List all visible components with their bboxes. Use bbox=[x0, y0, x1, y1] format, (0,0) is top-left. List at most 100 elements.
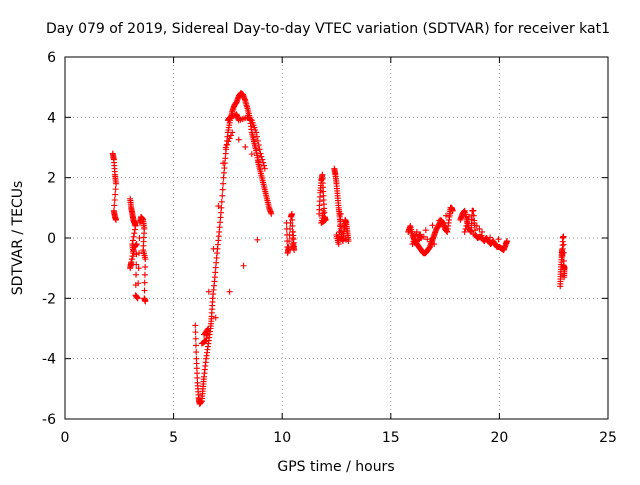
x-axis-label: GPS time / hours bbox=[277, 459, 394, 475]
data-point-marker bbox=[427, 238, 434, 245]
data-point-marker bbox=[285, 244, 292, 251]
data-point-marker bbox=[259, 156, 266, 163]
y-axis-label: SDTVAR / TECUs bbox=[10, 181, 26, 296]
data-point-marker bbox=[476, 225, 483, 232]
data-point-marker bbox=[336, 228, 343, 235]
chart-title: Day 079 of 2019, Sidereal Day-to-day VTE… bbox=[46, 21, 610, 37]
data-point-marker bbox=[136, 235, 143, 241]
data-point-marker bbox=[141, 287, 148, 294]
data-point-marker bbox=[336, 222, 343, 229]
data-point-marker bbox=[464, 219, 471, 226]
grid-lines bbox=[65, 57, 608, 419]
data-point-marker bbox=[210, 245, 217, 252]
data-point-marker bbox=[560, 249, 567, 256]
data-point-marker bbox=[463, 222, 470, 229]
data-point-marker bbox=[465, 213, 472, 220]
data-point-marker bbox=[471, 219, 478, 226]
data-point-marker bbox=[290, 228, 297, 235]
data-point-marker bbox=[226, 288, 233, 295]
data-point-marker bbox=[128, 256, 135, 263]
data-point-marker bbox=[133, 251, 140, 258]
data-point-marker bbox=[289, 222, 296, 229]
data-point-marker bbox=[487, 234, 494, 241]
data-point-marker bbox=[449, 207, 456, 214]
data-point-marker bbox=[112, 186, 119, 193]
data-point-marker bbox=[202, 338, 209, 345]
data-point-marker bbox=[111, 196, 118, 203]
y-tick-label: 2 bbox=[47, 171, 56, 187]
data-point-marker bbox=[193, 349, 200, 356]
data-point-marker bbox=[287, 219, 294, 226]
data-point-marker bbox=[240, 262, 247, 269]
data-point-marker bbox=[461, 228, 468, 235]
data-point-marker bbox=[337, 216, 344, 223]
data-point-marker bbox=[258, 153, 265, 160]
data-point-marker bbox=[560, 233, 567, 240]
data-point-marker bbox=[413, 228, 420, 235]
data-point-marker bbox=[219, 192, 226, 199]
data-point-marker bbox=[429, 222, 436, 229]
data-point-marker bbox=[142, 263, 149, 270]
data-point-marker bbox=[192, 335, 199, 342]
data-point-marker bbox=[113, 216, 120, 223]
data-point-marker bbox=[247, 116, 254, 123]
data-point-marker bbox=[205, 288, 212, 295]
data-point-marker bbox=[248, 151, 255, 158]
data-point-marker bbox=[218, 204, 225, 211]
x-tick-label: 10 bbox=[273, 430, 291, 446]
data-point-marker bbox=[132, 222, 139, 229]
data-point-marker bbox=[436, 217, 443, 224]
x-tick-label: 20 bbox=[490, 430, 508, 446]
y-tick-label: -2 bbox=[42, 291, 56, 307]
data-point-marker bbox=[227, 132, 234, 139]
data-point-marker bbox=[229, 129, 236, 136]
data-point-marker bbox=[422, 227, 429, 234]
data-point-marker bbox=[286, 238, 293, 245]
plot-frame bbox=[64, 56, 609, 420]
data-point-marker bbox=[130, 233, 137, 240]
data-point-marker bbox=[227, 114, 234, 121]
data-point-marker bbox=[134, 295, 141, 302]
data-point-marker bbox=[131, 230, 138, 237]
data-point-marker bbox=[212, 314, 219, 321]
data-point-marker bbox=[337, 210, 344, 217]
data-point-marker bbox=[495, 236, 502, 243]
data-point-marker bbox=[136, 250, 143, 257]
data-point-marker bbox=[142, 298, 149, 305]
data-point-marker bbox=[130, 247, 137, 254]
data-point-marker bbox=[220, 180, 227, 187]
data-point-marker bbox=[229, 113, 236, 120]
axis-ticks: 0 5 10 15 20 25 -6 -4 -2 0 2 4 6 bbox=[42, 50, 617, 446]
data-point-marker bbox=[111, 202, 118, 209]
y-tick-label: -4 bbox=[42, 352, 56, 368]
data-point-marker bbox=[131, 226, 138, 233]
data-point-marker bbox=[201, 331, 208, 338]
data-point-marker bbox=[255, 142, 262, 149]
data-point-marker bbox=[219, 186, 226, 193]
data-point-marker bbox=[424, 236, 431, 243]
data-point-marker bbox=[287, 225, 294, 232]
data-point-marker bbox=[417, 231, 424, 238]
data-point-marker bbox=[113, 180, 120, 187]
data-point-marker bbox=[141, 279, 148, 286]
data-point-marker bbox=[218, 198, 225, 205]
data-point-marker bbox=[560, 262, 567, 269]
y-tick-label: 4 bbox=[47, 110, 56, 126]
data-point-marker bbox=[256, 146, 263, 153]
data-point-marker bbox=[242, 143, 249, 150]
data-point-marker bbox=[504, 238, 511, 245]
data-point-marker bbox=[253, 129, 260, 136]
data-point-marker bbox=[225, 138, 232, 145]
data-points bbox=[109, 90, 568, 407]
data-point-marker bbox=[286, 231, 293, 238]
data-point-marker bbox=[560, 241, 567, 248]
data-point-marker bbox=[261, 165, 268, 172]
data-point-marker bbox=[133, 241, 140, 248]
data-point-marker bbox=[201, 330, 208, 337]
data-point-marker bbox=[222, 144, 229, 151]
data-point-marker bbox=[257, 150, 264, 157]
data-point-marker bbox=[133, 261, 140, 268]
data-point-marker bbox=[112, 191, 119, 198]
data-point-marker bbox=[224, 141, 231, 148]
data-point-marker bbox=[254, 133, 261, 140]
